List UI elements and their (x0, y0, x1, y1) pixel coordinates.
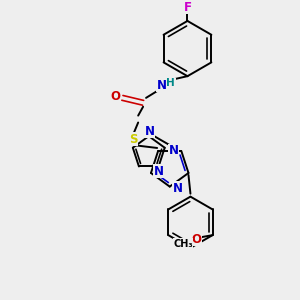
Text: F: F (184, 1, 191, 13)
Text: S: S (129, 133, 137, 146)
Text: N: N (168, 144, 178, 158)
Text: CH₃: CH₃ (173, 239, 193, 249)
Text: O: O (110, 90, 121, 104)
Text: H: H (166, 78, 175, 88)
Text: N: N (154, 164, 164, 178)
Text: O: O (192, 232, 202, 245)
Text: N: N (157, 79, 167, 92)
Text: N: N (172, 182, 183, 195)
Text: N: N (145, 125, 155, 138)
